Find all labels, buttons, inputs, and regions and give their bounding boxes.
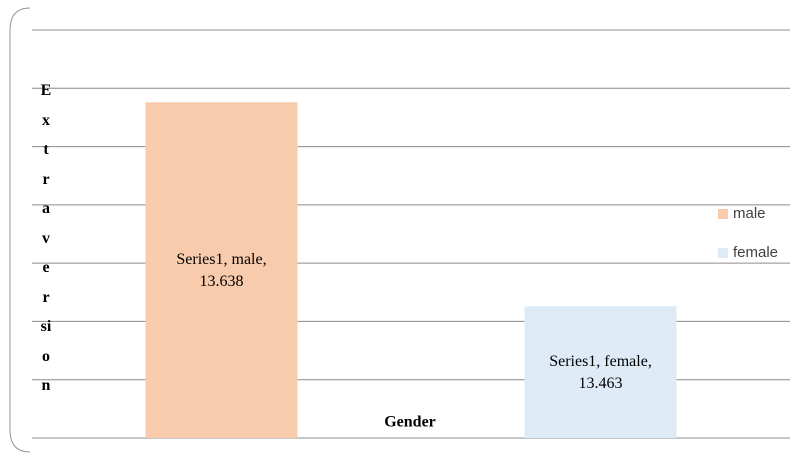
data-label-line: 13.463 <box>579 375 623 392</box>
bar <box>145 102 298 438</box>
data-label-line: Series1, female, <box>549 353 652 370</box>
x-axis-label: Gender <box>384 414 436 431</box>
legend-label: male <box>733 205 766 222</box>
legend-label: female <box>733 244 778 261</box>
legend-swatch <box>718 209 728 219</box>
data-label: Series1, female, 13.463 <box>549 353 652 392</box>
data-label-line: Series1, male, <box>176 251 266 268</box>
data-label-line: 13.638 <box>200 273 244 290</box>
bar <box>524 306 677 438</box>
y-axis-label: Extraversion <box>40 82 52 394</box>
legend-swatch <box>718 248 728 258</box>
data-label: Series1, male, 13.638 <box>176 251 266 290</box>
frame <box>9 7 31 453</box>
